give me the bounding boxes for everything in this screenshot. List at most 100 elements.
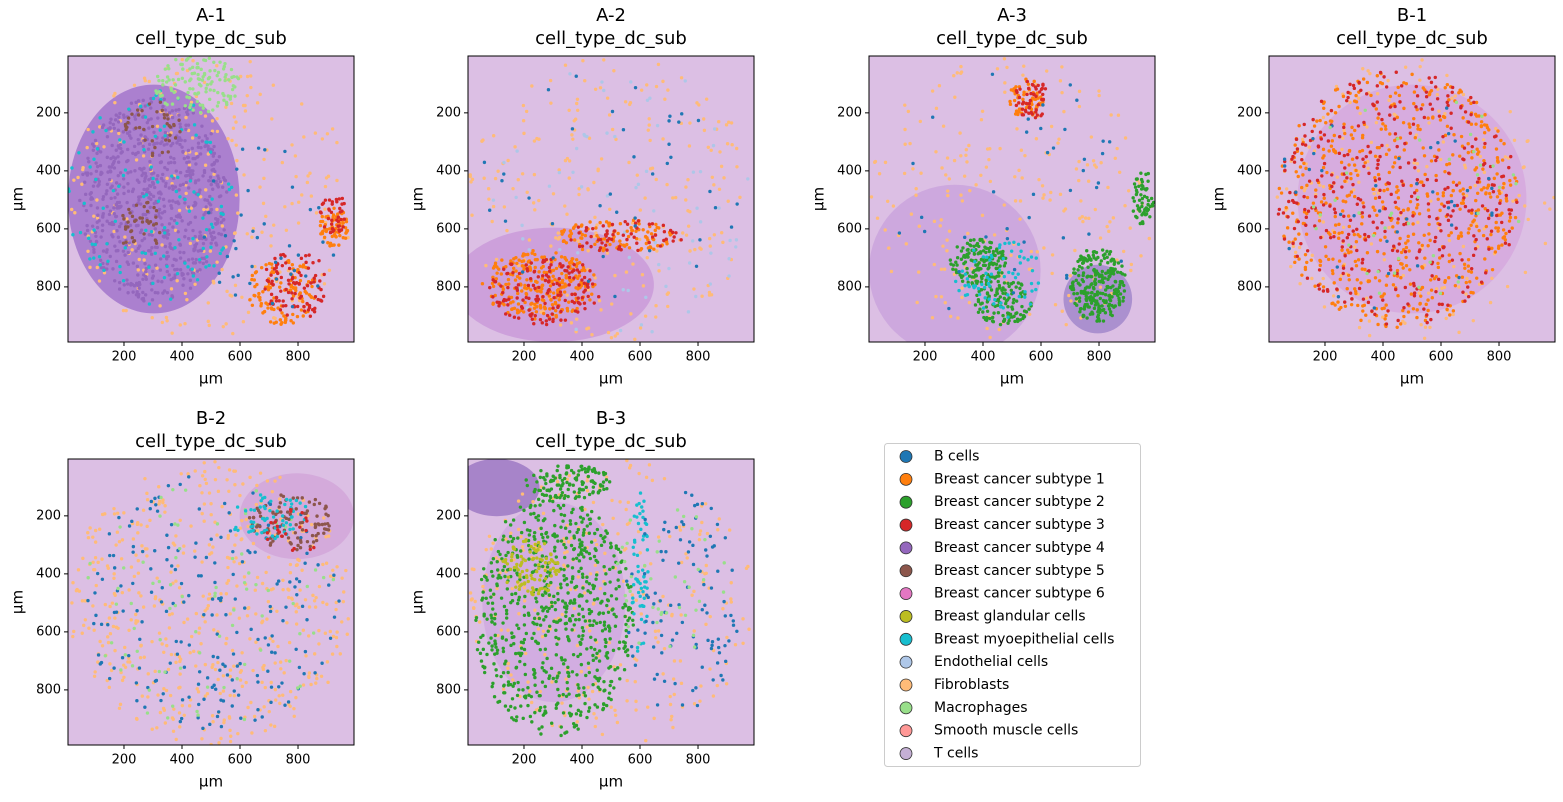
tissue-cell [1078, 296, 1081, 299]
tissue-cell [131, 290, 134, 293]
tissue-cell [139, 133, 142, 136]
tissue-cell [139, 202, 142, 205]
y-tick-label: 200 [436, 105, 461, 120]
tissue-cell [969, 239, 972, 242]
tissue-cell [151, 177, 154, 180]
tissue-cell [91, 130, 94, 133]
tissue-cell [246, 75, 249, 78]
tissue-cell [1387, 226, 1390, 229]
tissue-cell [1404, 241, 1407, 244]
tissue-cell [1062, 110, 1065, 113]
tissue-cell [989, 180, 992, 183]
tissue-cell [965, 267, 968, 270]
tissue-cell [1117, 296, 1120, 299]
tissue-cell [1480, 188, 1483, 191]
tissue-cell [1322, 116, 1325, 119]
tissue-cell [196, 100, 199, 103]
tissue-cell [1288, 191, 1291, 194]
tissue-cell [211, 188, 214, 191]
tissue-cell [1467, 209, 1470, 212]
tissue-cell [1437, 278, 1440, 281]
tissue-cell [551, 318, 554, 321]
tissue-cell [210, 208, 213, 211]
tissue-cell [558, 171, 561, 174]
tissue-cell [1087, 296, 1090, 299]
tissue-cell [964, 154, 967, 157]
tissue-cell [709, 251, 712, 254]
tissue-cell [160, 280, 163, 283]
tissue-cell [1086, 275, 1089, 278]
tissue-cell [1297, 124, 1300, 127]
tissue-cell [196, 62, 199, 65]
tissue-cell [1315, 119, 1318, 122]
tissue-cell [1523, 204, 1526, 207]
tissue-cell [332, 253, 335, 256]
tissue-cell [648, 223, 651, 226]
tissue-cell [1405, 264, 1408, 267]
x-tick-label: 400 [170, 350, 195, 365]
tissue-cell [188, 704, 191, 707]
tissue-cell [290, 143, 293, 146]
tissue-cell [1402, 266, 1405, 269]
tissue-cell [697, 119, 700, 122]
tissue-cell [284, 304, 287, 307]
tissue-cell [1094, 283, 1097, 286]
tissue-cell [529, 314, 532, 317]
tissue-cell [1383, 230, 1386, 233]
tissue-cell [974, 284, 977, 287]
tissue-cell [1480, 281, 1483, 284]
x-tick-label: 600 [228, 350, 253, 365]
tissue-cell [1346, 96, 1349, 99]
tissue-cell [1348, 225, 1351, 228]
tissue-cell [137, 195, 140, 198]
tissue-cell [112, 223, 115, 226]
tissue-cell [531, 318, 534, 321]
tissue-cell [725, 123, 728, 126]
tissue-cell [148, 102, 151, 105]
tissue-cell [193, 283, 196, 286]
tissue-cell [903, 103, 906, 106]
tissue-cell [1085, 249, 1088, 252]
tissue-cell [495, 258, 498, 261]
tissue-cell [988, 278, 991, 281]
tissue-cell [1054, 303, 1057, 306]
tissue-cell [514, 269, 517, 272]
tissue-cell [1452, 181, 1455, 184]
tissue-cell [597, 167, 600, 170]
tissue-cell [502, 172, 505, 175]
tissue-cell [1310, 277, 1313, 280]
tissue-cell [1476, 212, 1479, 215]
tissue-cell [679, 238, 682, 241]
tissue-cell [1329, 236, 1332, 239]
tissue-cell [1086, 163, 1089, 166]
tissue-cell [1022, 256, 1025, 259]
tissue-cell [256, 236, 259, 239]
tissue-cell [139, 105, 142, 108]
tissue-cell [108, 178, 111, 181]
tissue-cell [1409, 282, 1412, 285]
tissue-cell [1446, 213, 1449, 216]
tissue-cell [70, 166, 73, 169]
tissue-cell [543, 302, 546, 305]
tissue-cell [1140, 187, 1143, 190]
tissue-cell [126, 121, 129, 124]
tissue-cell [1353, 245, 1356, 248]
tissue-cell [236, 211, 239, 214]
tissue-cell [655, 249, 658, 252]
tissue-cell [1360, 222, 1363, 225]
tissue-cell [1150, 197, 1153, 200]
tissue-cell [1348, 83, 1351, 86]
tissue-cell [123, 235, 126, 238]
tissue-cell [193, 157, 196, 160]
tissue-cell [192, 249, 195, 252]
tissue-cell [469, 180, 472, 183]
tissue-cell [574, 118, 577, 121]
tissue-cell [117, 161, 120, 164]
tissue-cell [1496, 160, 1499, 163]
tissue-cell [1069, 189, 1072, 192]
tissue-cell [1467, 231, 1470, 234]
tissue-cell [86, 229, 89, 232]
tissue-cell [199, 111, 202, 114]
tissue-cell [1400, 262, 1403, 265]
tissue-cell [548, 307, 551, 310]
